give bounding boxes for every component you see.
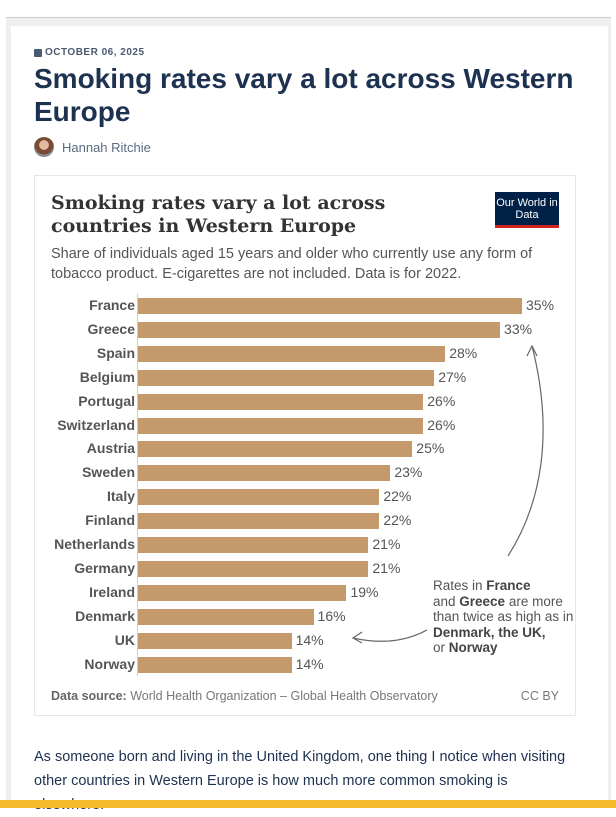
y-axis-line (137, 294, 138, 676)
author[interactable]: Hannah Ritchie (34, 137, 151, 157)
bar-value-label: 26% (427, 416, 456, 433)
bar[interactable] (138, 298, 522, 314)
bar-row: Switzerland 26% (35, 414, 575, 438)
bar-value-label: 19% (350, 583, 379, 600)
bar-label: Spain (96, 344, 135, 361)
avatar (34, 137, 54, 157)
bar-label: Norway (84, 655, 135, 672)
bar-row: Germany 21% (35, 557, 575, 581)
bar-label: UK (114, 631, 135, 648)
author-name[interactable]: Hannah Ritchie (62, 139, 151, 155)
bar-row: Norway 14% (35, 653, 575, 677)
owid-logo[interactable]: Our World in Data (495, 192, 559, 228)
chart-title: Smoking rates vary a lot across countrie… (51, 192, 386, 237)
bar-row: Belgium 27% (35, 366, 575, 390)
bar[interactable] (138, 393, 424, 410)
bar-label: Belgium (79, 368, 135, 385)
calendar-icon (34, 48, 42, 57)
bar-value-label: 22% (383, 488, 412, 505)
date-text: OCTOBER 06, 2025 (45, 47, 145, 58)
bar[interactable] (138, 465, 391, 482)
bar[interactable] (138, 584, 347, 601)
bar-row: Portugal 26% (35, 390, 575, 414)
article-title: Smoking rates vary a lot across Western … (34, 63, 574, 127)
bar[interactable] (138, 489, 380, 506)
bar-row: Spain 28% (35, 342, 575, 366)
chart-subtitle: Share of individuals aged 15 years and o… (51, 246, 533, 282)
bar-value-label: 21% (372, 559, 401, 576)
bar[interactable] (138, 632, 292, 649)
bar-value-label: 14% (295, 631, 324, 648)
bar-label: Germany (74, 559, 135, 576)
bar[interactable] (138, 537, 369, 553)
bar-value-label: 14% (295, 655, 324, 672)
chart: Smoking rates vary a lot across countrie… (34, 175, 576, 716)
bar-label: Finland (85, 512, 135, 529)
chart-annotation: Rates in France and Greece are more than… (433, 578, 574, 655)
bar[interactable] (138, 441, 413, 458)
bar-row: Ireland 19% (35, 581, 575, 605)
bar-label: Sweden (82, 464, 135, 481)
bar[interactable] (138, 321, 501, 338)
bar-label: Austria (86, 440, 135, 457)
bar-value-label: 26% (427, 392, 456, 409)
bar-row: Italy 22% (35, 485, 575, 509)
bar-row: Sweden 23% (35, 461, 575, 485)
bar-row: France 35% (35, 294, 575, 318)
bar-row: Austria 25% (35, 437, 575, 461)
license[interactable]: CC BY (520, 689, 559, 703)
bar-label: Ireland (89, 583, 135, 600)
bar-value-label: 21% (372, 536, 401, 552)
bar-label: France (89, 297, 135, 313)
bar-row: UK 14% (35, 629, 575, 653)
bar-value-label: 16% (317, 607, 346, 624)
bar-label: Netherlands (54, 536, 135, 552)
bar[interactable] (138, 560, 369, 577)
bar[interactable] (138, 608, 314, 625)
bar-value-label: 25% (416, 440, 445, 457)
bar-value-label: 22% (383, 512, 412, 529)
bar-label: Denmark (75, 607, 135, 624)
bottom-banner[interactable] (0, 800, 616, 808)
bar[interactable] (138, 656, 292, 673)
article-date: OCTOBER 06, 2025 (34, 47, 145, 58)
bar[interactable] (138, 513, 380, 530)
bar-value-label: 27% (438, 368, 467, 385)
bar-label: Italy (106, 488, 135, 505)
bar-value-label: 35% (526, 297, 555, 313)
bar-row: Greece 33% (35, 318, 575, 342)
bar[interactable] (138, 345, 446, 362)
bar-row: Finland 22% (35, 509, 575, 533)
bar-value-label: 23% (394, 464, 423, 481)
bar-label: Switzerland (57, 416, 135, 433)
bar[interactable] (138, 369, 435, 386)
bar[interactable] (138, 417, 424, 434)
bar-label: Greece (87, 320, 135, 337)
bar-value-label: 28% (449, 344, 478, 361)
bar-row: Netherlands 21% (35, 533, 575, 557)
bar-value-label: 33% (504, 320, 533, 337)
annotation-arrows (351, 344, 544, 644)
bar-row: Denmark 16% (35, 605, 575, 629)
bar-label: Portugal (78, 392, 135, 409)
data-source: Data source: World Health Organization –… (51, 689, 438, 703)
top-divider (6, 17, 611, 18)
